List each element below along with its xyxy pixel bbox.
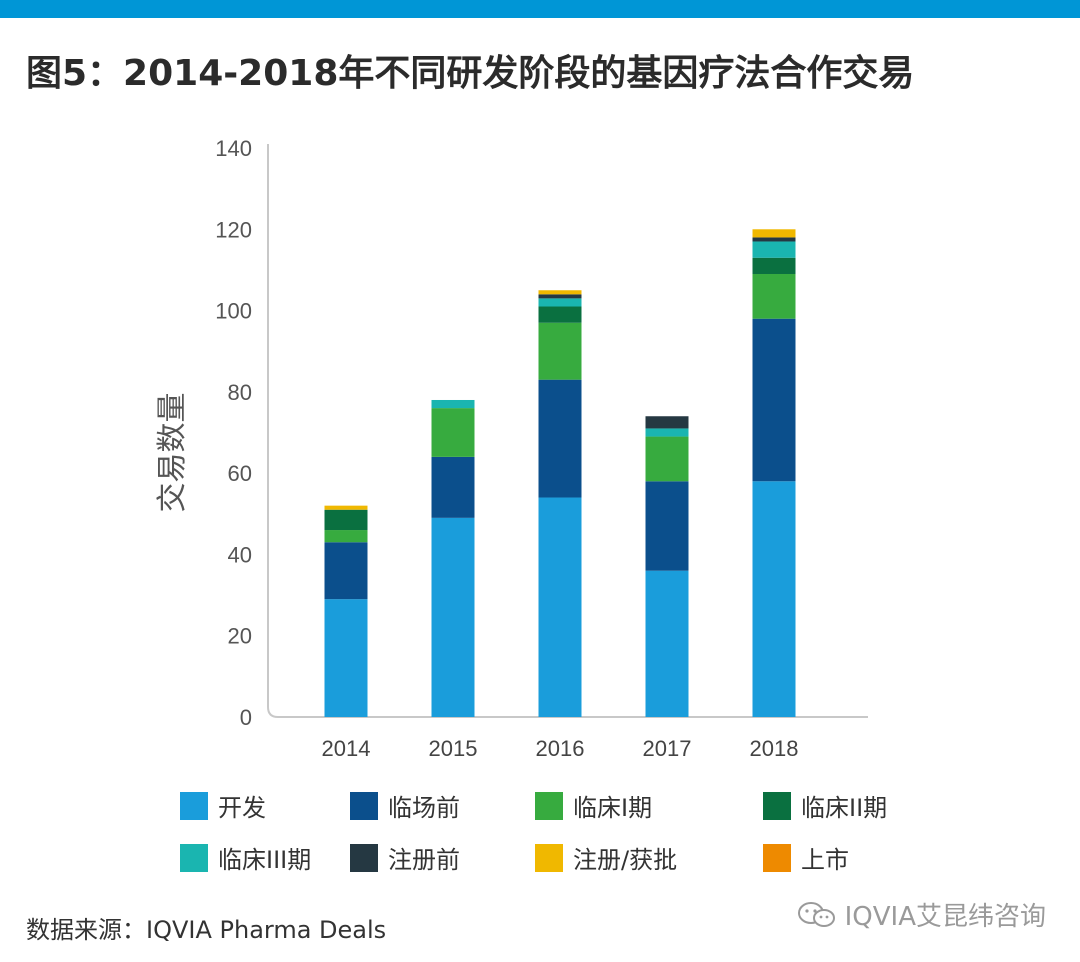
- legend-item: 临床II期: [763, 788, 887, 823]
- stacked-bar-chart: 0 20 40 60 80 100 120 140 交易数量 2014 2015 2016 2017 20…: [155, 136, 868, 761]
- bar-segment: [431, 517, 475, 717]
- bar-segment: [752, 229, 796, 238]
- x-tick-label: 2014: [322, 736, 371, 761]
- bar-segment: [645, 570, 689, 717]
- data-source: 数据来源：IQVIA Pharma Deals: [26, 916, 387, 944]
- bar-segment: [752, 241, 796, 258]
- legend-label: 临床III期: [218, 846, 312, 874]
- legend-swatch: [763, 791, 791, 820]
- legend-label: 注册前: [388, 846, 460, 874]
- watermark-text: IQVIA艾昆纬咨询: [844, 902, 1046, 932]
- bar-segment: [645, 428, 689, 437]
- bar-segment: [431, 456, 475, 518]
- chart-axes: [267, 144, 868, 718]
- bar-segment: [324, 530, 368, 543]
- y-tick-label: 140: [215, 136, 252, 161]
- x-tick-label: 2015: [429, 736, 478, 761]
- x-tick-label: 2018: [750, 736, 799, 761]
- legend-swatch: [535, 791, 563, 820]
- page-title: 图5：2014-2018年不同研发阶段的基因疗法合作交易: [26, 53, 915, 94]
- y-tick-label: 100: [215, 299, 252, 324]
- legend-item: 开发: [180, 788, 266, 823]
- legend-label: 注册/获批: [573, 846, 678, 874]
- top-accent-bar: [0, 0, 1080, 18]
- x-tick-label: 2016: [536, 736, 585, 761]
- bar-segment: [431, 399, 475, 409]
- bar-segment: [645, 416, 689, 429]
- legend-item: 上市: [763, 840, 849, 875]
- legend-item: 注册/获批: [535, 840, 677, 875]
- bar-segment: [538, 290, 582, 295]
- legend-swatch: [350, 843, 378, 872]
- bar-segment: [538, 294, 582, 299]
- legend-label: 开发: [218, 794, 266, 822]
- legend-swatch: [350, 791, 378, 820]
- bar-segment: [538, 497, 582, 717]
- legend-label: 临场前: [388, 794, 460, 822]
- legend-swatch: [763, 843, 791, 872]
- bar-segment: [538, 306, 582, 323]
- bar-segment: [538, 379, 582, 498]
- bar-segment: [324, 599, 368, 717]
- watermark: IQVIA艾昆纬咨询: [797, 896, 1046, 933]
- y-tick-label: 20: [228, 624, 252, 649]
- legend-label: 临床I期: [573, 794, 653, 822]
- bar-segment: [752, 318, 796, 482]
- legend-swatch: [180, 843, 208, 872]
- legend-item: 注册前: [350, 840, 460, 875]
- legend-item: 临床III期: [180, 840, 311, 875]
- x-tick-label: 2017: [643, 736, 692, 761]
- bar-segment: [752, 481, 796, 717]
- bar-segment: [324, 509, 368, 531]
- bar-segment: [752, 257, 796, 274]
- legend-item: 临床I期: [535, 788, 652, 823]
- y-tick-label: 0: [240, 705, 252, 730]
- y-tick-label: 120: [215, 217, 252, 242]
- bar-segment: [645, 436, 689, 482]
- bar-segment: [538, 322, 582, 380]
- legend-item: 临场前: [350, 788, 460, 823]
- bar-segment: [324, 505, 368, 510]
- y-tick-label: 80: [228, 380, 252, 405]
- legend-label: 上市: [801, 846, 849, 874]
- bar-segment: [752, 273, 796, 319]
- y-axis-label: 交易数量: [155, 393, 190, 513]
- wechat-icon: [797, 901, 837, 929]
- bar-segment: [752, 237, 796, 242]
- legend-label: 临床II期: [801, 794, 888, 822]
- legend-swatch: [535, 843, 563, 872]
- bar-segment: [431, 408, 475, 457]
- y-tick-label: 60: [228, 461, 252, 486]
- bar-segment: [538, 298, 582, 307]
- bar-segment: [324, 542, 368, 600]
- legend-swatch: [180, 791, 208, 820]
- bar-segment: [645, 481, 689, 571]
- y-tick-label: 40: [228, 542, 252, 567]
